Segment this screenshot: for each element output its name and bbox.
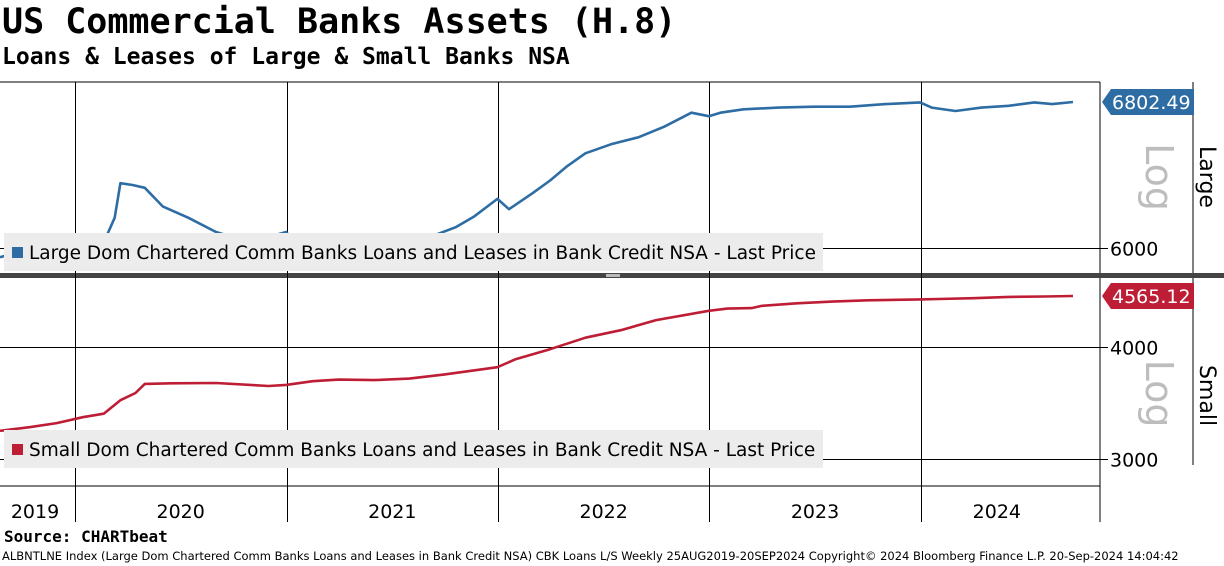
y-tick-label: 3000 <box>1110 450 1158 472</box>
footer-text: ALBNTLNE Index (Large Dom Chartered Comm… <box>2 549 1179 563</box>
panel-separator-grip <box>606 274 620 277</box>
legend-box <box>4 233 823 271</box>
x-tick-label: 2024 <box>973 501 1021 523</box>
last-value-tag <box>1102 88 1194 115</box>
panel-label: Large <box>1194 146 1219 208</box>
series-line-small <box>0 294 1074 433</box>
series-line-large <box>0 100 1074 259</box>
x-tick-label: 2021 <box>368 501 416 523</box>
panel-label: Small <box>1194 365 1219 426</box>
y-tick-label: 4000 <box>1110 338 1158 360</box>
last-value-label: 4565.12 <box>1112 286 1191 308</box>
legend-box <box>4 430 823 468</box>
x-tick-label: 2022 <box>579 501 627 523</box>
legend-label: Small Dom Chartered Comm Banks Loans and… <box>29 440 815 461</box>
x-tick-label: 2020 <box>156 501 204 523</box>
legend-label: Large Dom Chartered Comm Banks Loans and… <box>29 243 816 264</box>
legend-swatch <box>12 444 23 455</box>
last-value-label: 6802.49 <box>1112 92 1191 114</box>
y-tick-label: 6000 <box>1110 239 1158 261</box>
log-scale-label: Log <box>1137 143 1181 211</box>
x-tick-label: 2019 <box>11 501 59 523</box>
legend-swatch <box>12 247 23 258</box>
chart-title: US Commercial Banks Assets (H.8) <box>2 2 677 42</box>
source-label: Source: CHARTbeat <box>4 527 168 546</box>
chart-subtitle: Loans & Leases of Large & Small Banks NS… <box>2 44 570 70</box>
last-value-tag <box>1102 283 1194 310</box>
log-scale-label: Log <box>1137 360 1181 428</box>
x-tick-label: 2023 <box>791 501 839 523</box>
